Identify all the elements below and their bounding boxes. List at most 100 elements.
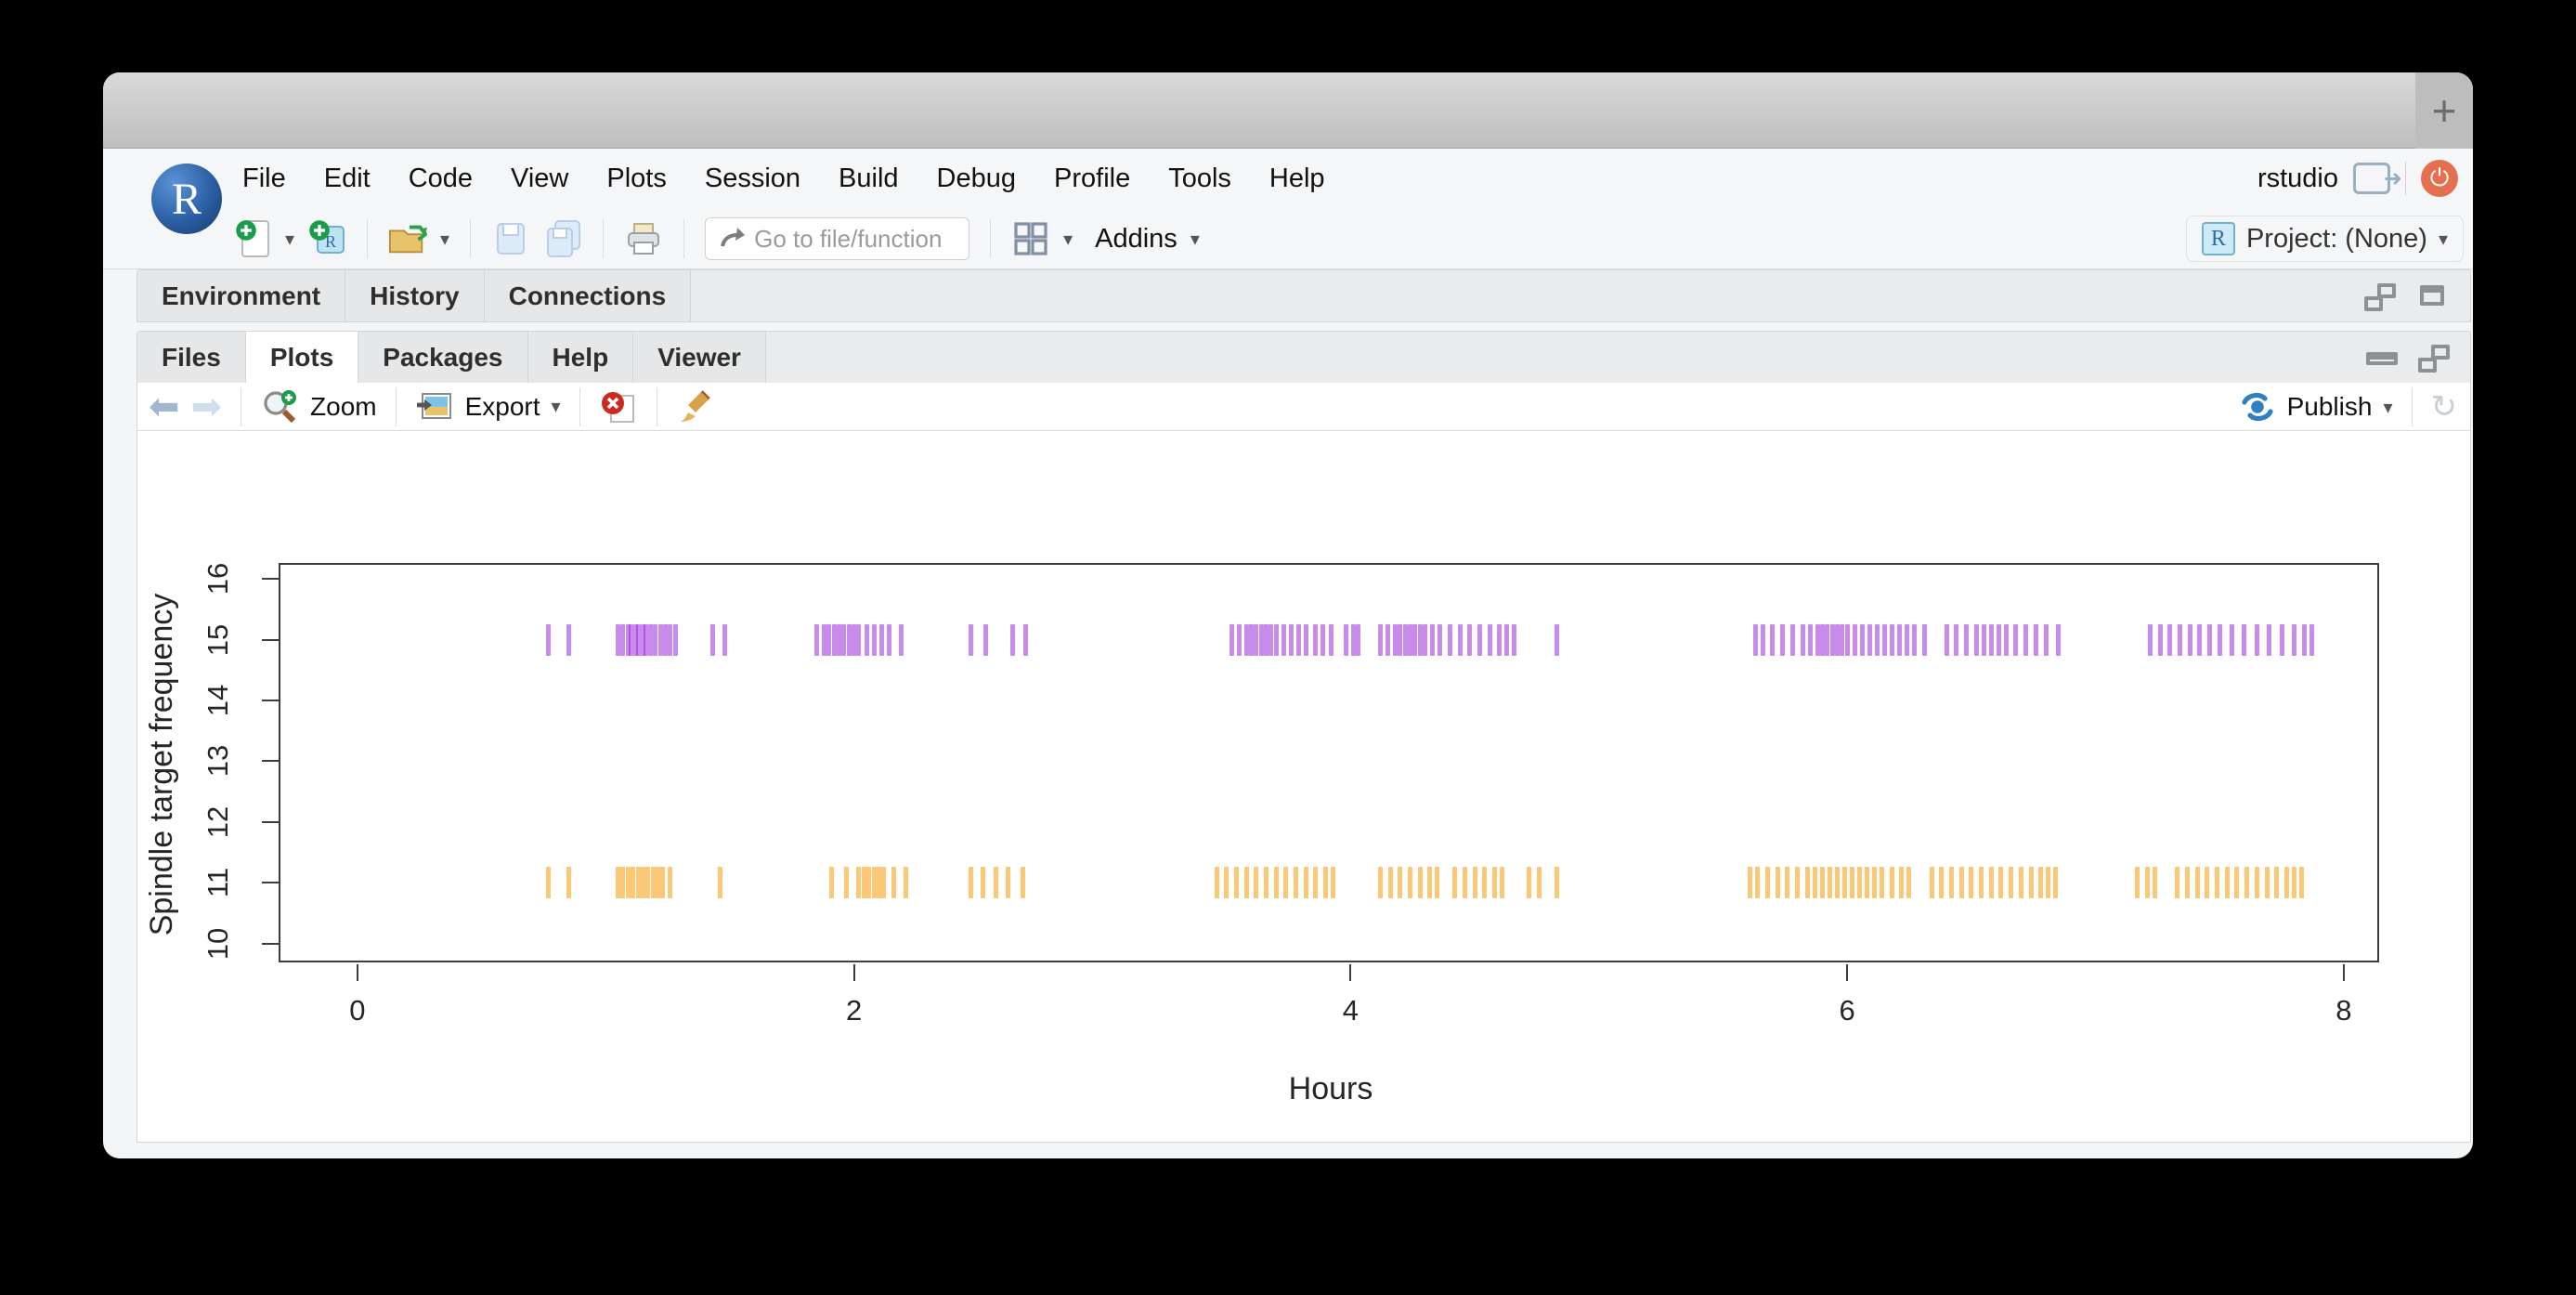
- rug-mark-spindle-target-11: [1313, 867, 1319, 899]
- rug-mark-spindle-target-15: [1295, 623, 1301, 656]
- rug-mark-spindle-target-11: [861, 867, 866, 899]
- rug-mark-spindle-target-15: [2033, 623, 2038, 656]
- project-menu-button[interactable]: R Project: (None) ▾: [2185, 216, 2464, 262]
- save-all-icon: [543, 219, 582, 258]
- menu-item-help[interactable]: Help: [1268, 163, 1325, 193]
- clear-all-plots-icon[interactable]: [676, 387, 715, 426]
- goto-arrow-icon: [721, 228, 746, 247]
- divider: [2405, 162, 2406, 195]
- rug-mark-spindle-target-15: [1258, 623, 1264, 656]
- menu-item-plots[interactable]: Plots: [606, 163, 667, 193]
- addins-button[interactable]: Addins: [1095, 223, 1177, 254]
- new-file-icon[interactable]: [233, 219, 272, 258]
- rug-mark-spindle-target-11: [640, 867, 645, 899]
- rug-mark-spindle-target-15: [2147, 623, 2153, 656]
- export-plot-icon[interactable]: [415, 387, 454, 426]
- rug-mark-spindle-target-11: [968, 867, 973, 899]
- minimize-pane-icon[interactable]: [2366, 351, 2398, 365]
- rug-mark-spindle-target-15: [1800, 623, 1805, 656]
- rug-mark-spindle-target-11: [2254, 867, 2259, 899]
- zoom-plot-label[interactable]: Zoom: [310, 391, 377, 421]
- menu-item-tools[interactable]: Tools: [1168, 163, 1231, 193]
- main-toolbar: ▾ R ▾: [103, 208, 2473, 269]
- menu-item-edit[interactable]: Edit: [323, 163, 371, 193]
- rug-mark-spindle-target-15: [1402, 623, 1408, 656]
- rug-mark-spindle-target-11: [1969, 867, 1974, 899]
- rug-mark-spindle-target-11: [1834, 867, 1840, 899]
- rug-mark-spindle-target-15: [2301, 623, 2307, 656]
- new-project-icon[interactable]: R: [307, 219, 346, 258]
- rug-mark-spindle-target-11: [2291, 867, 2296, 899]
- tab-plots[interactable]: Plots: [245, 332, 359, 383]
- rug-mark-spindle-target-15: [1254, 623, 1259, 656]
- rug-mark-spindle-target-11: [1849, 867, 1854, 899]
- publish-caret[interactable]: ▾: [2383, 397, 2393, 418]
- x-tick-label: 2: [846, 994, 863, 1027]
- restore-panes-icon[interactable]: [2364, 282, 2398, 311]
- sign-out-icon[interactable]: [2353, 163, 2402, 194]
- open-file-caret[interactable]: ▾: [440, 229, 450, 250]
- menu-item-profile[interactable]: Profile: [1054, 163, 1131, 193]
- new-tab-button[interactable]: +: [2415, 72, 2473, 149]
- menu-item-file[interactable]: File: [242, 163, 286, 193]
- rug-mark-spindle-target-15: [2279, 623, 2284, 656]
- rug-mark-spindle-target-11: [1233, 867, 1239, 899]
- rug-mark-spindle-target-15: [1022, 623, 1028, 656]
- menu-item-build[interactable]: Build: [839, 163, 899, 193]
- tab-viewer[interactable]: Viewer: [633, 332, 766, 383]
- quit-session-icon[interactable]: ⏻: [2421, 160, 2458, 197]
- menu-item-view[interactable]: View: [511, 163, 569, 193]
- rug-mark-spindle-target-15: [2167, 623, 2173, 656]
- print-icon[interactable]: [624, 219, 663, 258]
- tab-help[interactable]: Help: [527, 332, 634, 383]
- rug-mark-spindle-target-11: [1224, 867, 1229, 899]
- tab-environment[interactable]: Environment: [137, 270, 346, 321]
- project-caret: ▾: [2438, 229, 2448, 250]
- rug-mark-spindle-target-11: [717, 867, 722, 899]
- open-file-icon[interactable]: [388, 219, 428, 258]
- goto-file-function-input[interactable]: Go to file/function: [705, 217, 970, 260]
- menu-item-debug[interactable]: Debug: [936, 163, 1017, 193]
- rug-mark-spindle-target-11: [635, 867, 641, 899]
- rug-mark-spindle-target-15: [878, 623, 884, 656]
- rug-mark-spindle-target-15: [841, 623, 847, 656]
- tab-connections[interactable]: Connections: [484, 270, 692, 321]
- rug-mark-spindle-target-11: [2264, 867, 2270, 899]
- rug-mark-spindle-target-15: [566, 623, 571, 656]
- rug-mark-spindle-target-11: [655, 867, 660, 899]
- rug-mark-spindle-target-15: [871, 623, 877, 656]
- menu-item-code[interactable]: Code: [408, 163, 474, 193]
- rug-mark-spindle-target-11: [1765, 867, 1771, 899]
- export-plot-label[interactable]: Export: [464, 391, 540, 421]
- rug-mark-spindle-target-11: [2145, 867, 2151, 899]
- rug-mark-spindle-target-15: [898, 623, 904, 656]
- rug-mark-spindle-target-15: [1780, 623, 1786, 656]
- panes-layout-icon[interactable]: [1011, 219, 1050, 258]
- rug-mark-spindle-target-11: [650, 867, 656, 899]
- rug-mark-spindle-target-15: [1438, 623, 1443, 656]
- maximize-pane-icon[interactable]: [2418, 344, 2452, 373]
- rug-mark-spindle-target-15: [2242, 623, 2247, 656]
- svg-text:R: R: [325, 232, 336, 251]
- panes-layout-caret[interactable]: ▾: [1063, 229, 1073, 250]
- publish-label[interactable]: Publish: [2286, 392, 2373, 421]
- rstudio-logo: R: [151, 164, 222, 234]
- tab-files[interactable]: Files: [137, 332, 246, 383]
- previous-plot-button[interactable]: ⬅: [149, 386, 180, 427]
- new-file-caret[interactable]: ▾: [285, 229, 295, 250]
- rug-mark-spindle-target-15: [1825, 623, 1830, 656]
- rug-mark-spindle-target-15: [1760, 623, 1765, 656]
- tab-packages[interactable]: Packages: [358, 332, 528, 383]
- export-caret[interactable]: ▾: [551, 397, 561, 417]
- tab-history[interactable]: History: [345, 270, 485, 321]
- rug-mark-spindle-target-15: [1417, 623, 1423, 656]
- rug-mark-spindle-target-15: [1881, 623, 1887, 656]
- zoom-plot-icon[interactable]: [260, 387, 299, 426]
- remove-plot-icon[interactable]: [599, 387, 638, 426]
- bottom-pane-window-controls: [2366, 332, 2452, 385]
- maximize-pane-icon[interactable]: [2418, 283, 2452, 311]
- rug-mark-spindle-target-11: [1804, 867, 1810, 899]
- rug-mark-spindle-target-11: [2194, 867, 2200, 899]
- addins-caret[interactable]: ▾: [1190, 229, 1200, 250]
- menu-item-session[interactable]: Session: [704, 163, 801, 193]
